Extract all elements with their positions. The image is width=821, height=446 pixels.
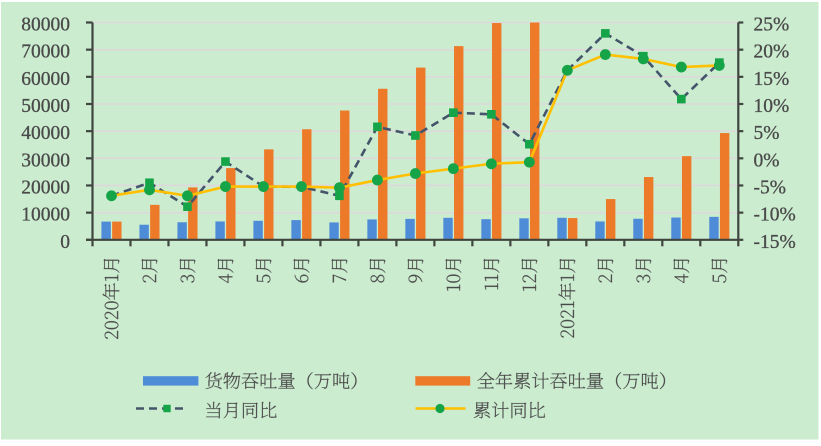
svg-text:80000: 80000 [21,15,70,36]
svg-text:30000: 30000 [21,150,70,171]
svg-text:5%: 5% [754,123,780,144]
svg-text:70000: 70000 [21,42,70,63]
svg-text:20%: 20% [754,42,790,63]
svg-text:-15%: -15% [754,232,796,253]
svg-text:50000: 50000 [21,96,70,117]
svg-text:-10%: -10% [754,205,796,226]
svg-text:10%: 10% [754,96,790,117]
svg-text:25%: 25% [754,15,790,36]
svg-text:60000: 60000 [21,69,70,90]
svg-text:0: 0 [60,232,70,253]
svg-text:40000: 40000 [21,123,70,144]
svg-text:10000: 10000 [21,205,70,226]
svg-text:-5%: -5% [754,177,787,198]
svg-text:15%: 15% [754,69,790,90]
svg-text:20000: 20000 [21,177,70,198]
svg-text:0%: 0% [754,150,780,171]
